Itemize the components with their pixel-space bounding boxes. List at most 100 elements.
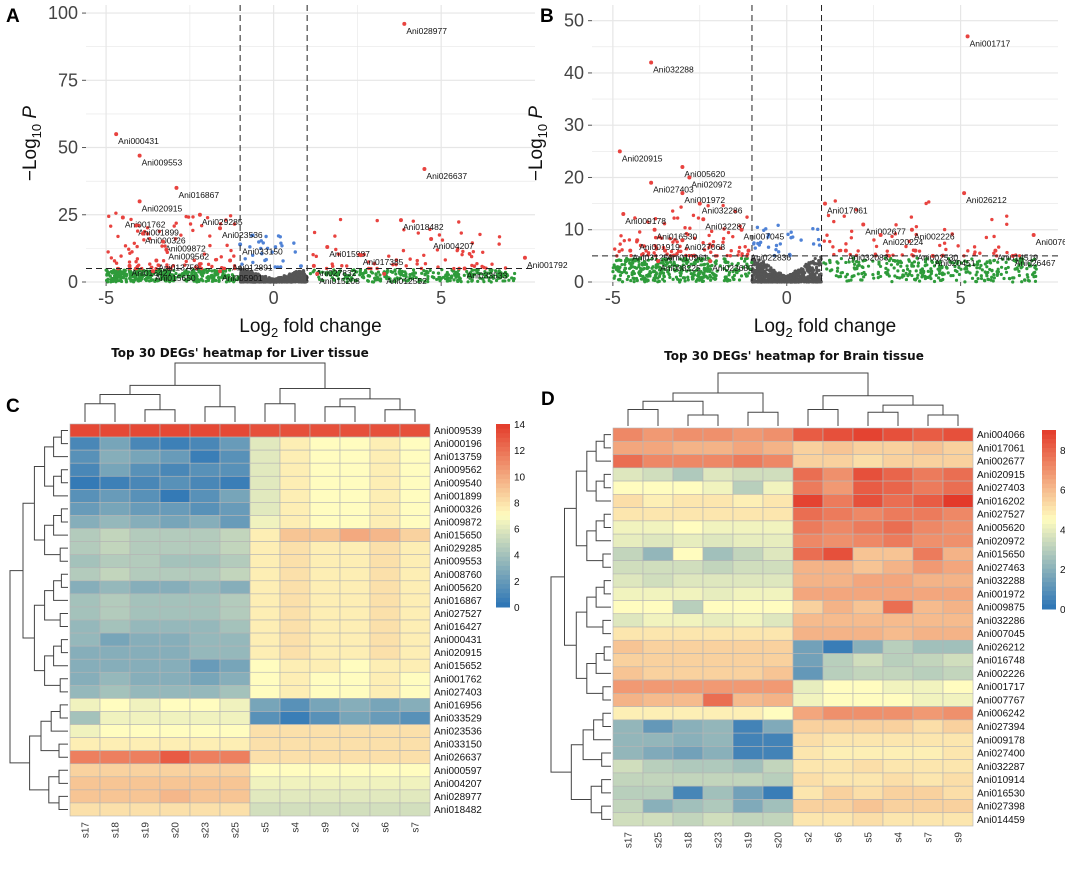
point-fc bbox=[419, 278, 423, 282]
heatmap-cell bbox=[69, 698, 101, 712]
legend-swatch bbox=[496, 478, 510, 484]
heatmap-cell bbox=[129, 750, 161, 765]
heatmap-cell bbox=[822, 639, 854, 654]
point-ns bbox=[816, 280, 820, 284]
point-fc bbox=[928, 274, 932, 278]
heatmap-cell bbox=[339, 606, 371, 621]
heatmap-cell bbox=[642, 494, 674, 508]
point-fc bbox=[844, 275, 848, 279]
point-fc bbox=[662, 274, 666, 278]
heatmap-cell bbox=[822, 480, 854, 495]
point-sig bbox=[842, 214, 846, 218]
heatmap-cell bbox=[309, 802, 341, 817]
point-fc bbox=[652, 269, 656, 273]
heatmap-cell bbox=[822, 586, 854, 601]
point-sig bbox=[171, 263, 176, 268]
point-sig bbox=[709, 229, 714, 234]
point-ns bbox=[298, 274, 302, 278]
point-fc bbox=[1030, 258, 1034, 263]
dendro-link bbox=[48, 776, 59, 804]
point-sig bbox=[996, 245, 1001, 249]
heatmap-cell bbox=[612, 440, 644, 455]
point-sig bbox=[186, 215, 191, 219]
dendro-link bbox=[53, 514, 68, 536]
point-fc bbox=[426, 280, 430, 284]
heatmap-cell bbox=[642, 693, 674, 707]
point-fc bbox=[706, 267, 710, 271]
point-fc bbox=[914, 269, 918, 273]
dendro-link bbox=[595, 440, 611, 462]
point-ns bbox=[789, 275, 793, 280]
point-label: Ani009553 bbox=[142, 158, 183, 168]
heatmap-cell bbox=[612, 706, 644, 721]
heatmap-cell bbox=[822, 494, 854, 508]
point-p bbox=[799, 238, 803, 242]
heatmap-cell bbox=[369, 475, 401, 490]
dendro-link bbox=[586, 450, 597, 492]
point-fc bbox=[666, 270, 670, 274]
point-fc bbox=[366, 274, 370, 278]
point-fc bbox=[643, 280, 647, 284]
point-p bbox=[764, 227, 768, 231]
heatmap-cell bbox=[399, 554, 431, 569]
dendro-link bbox=[601, 752, 611, 767]
point-sig bbox=[683, 226, 687, 230]
point-fc bbox=[970, 276, 975, 280]
heatmap-cell bbox=[339, 645, 371, 660]
dendro-link bbox=[174, 362, 326, 389]
point-labeled bbox=[137, 153, 142, 158]
legend-swatch bbox=[1042, 488, 1056, 494]
heatmap-cell bbox=[99, 423, 131, 438]
point-p bbox=[248, 245, 252, 249]
dendro-link bbox=[595, 520, 611, 542]
heatmap-cell bbox=[912, 693, 944, 707]
point-ns bbox=[787, 280, 791, 284]
point-ns bbox=[259, 275, 263, 279]
legend-tick-label: 8 bbox=[514, 498, 520, 509]
heatmap-cell bbox=[942, 480, 974, 495]
point-ns bbox=[806, 267, 811, 271]
heatmap-cell bbox=[732, 626, 764, 641]
legend-swatch bbox=[496, 488, 510, 494]
point-fc bbox=[916, 264, 920, 268]
legend-swatch bbox=[1042, 532, 1056, 538]
point-labeled bbox=[965, 34, 970, 39]
point-label: Ani015987 bbox=[329, 249, 370, 259]
heatmap-cell bbox=[369, 449, 401, 464]
point-sig bbox=[678, 244, 682, 248]
point-sig bbox=[161, 259, 166, 263]
point-ns bbox=[811, 259, 815, 263]
point-fc bbox=[990, 269, 994, 273]
point-fc bbox=[411, 268, 416, 272]
dendro-link bbox=[59, 612, 68, 628]
dendro-link bbox=[60, 639, 68, 654]
point-fc bbox=[507, 278, 511, 282]
row-label: Ani016202 bbox=[977, 496, 1025, 507]
heatmap-cell bbox=[672, 467, 704, 482]
point-fc bbox=[1021, 261, 1025, 266]
point-fc bbox=[699, 257, 703, 261]
point-ns bbox=[271, 280, 275, 284]
point-fc bbox=[1011, 280, 1015, 284]
point-labeled bbox=[151, 269, 156, 274]
legend-swatch bbox=[496, 524, 510, 530]
point-fc bbox=[691, 274, 695, 278]
point-labeled bbox=[993, 248, 998, 253]
point-p bbox=[281, 259, 285, 263]
heatmap-cell bbox=[762, 507, 794, 522]
point-fc bbox=[856, 264, 860, 268]
point-fc bbox=[503, 279, 507, 283]
point-fc bbox=[926, 269, 930, 273]
point-sig bbox=[670, 209, 675, 213]
point-fc bbox=[647, 272, 651, 276]
point-fc bbox=[324, 272, 328, 276]
legend-swatch bbox=[496, 542, 510, 549]
column-label: s4 bbox=[291, 822, 302, 833]
point-ns bbox=[754, 269, 758, 273]
point-p bbox=[279, 265, 283, 269]
heatmap-cell bbox=[792, 799, 824, 814]
point-ns bbox=[280, 277, 284, 281]
column-label: s4 bbox=[894, 832, 905, 843]
heatmap-cell bbox=[219, 449, 251, 464]
point-fc bbox=[916, 273, 920, 277]
